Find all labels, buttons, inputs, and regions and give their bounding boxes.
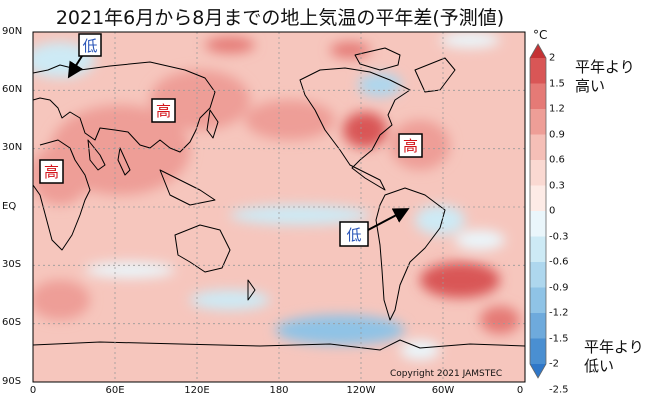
arrow-low-arctic [67, 55, 84, 79]
colorbar-segment [530, 44, 546, 58]
lat-label: EQ [2, 201, 17, 212]
legend-low-line1: 平年より [584, 338, 644, 356]
colorbar-tick-label: -0.3 [549, 231, 569, 242]
lat-label: 90N [2, 26, 23, 37]
colorbar-tick-label: 0 [549, 205, 556, 217]
colorbar-segment [530, 364, 546, 378]
colorbar-tick-label: 2 [549, 52, 556, 64]
map-title: 2021年6月から8月までの地上気温の平年差(予測値) [55, 7, 505, 29]
colorbar-segment [530, 211, 546, 237]
colorbar-segment [530, 236, 546, 263]
legend-low-label: 平年より 低い [584, 338, 644, 376]
annotation-low-arctic: 低 [78, 33, 102, 57]
colorbar-segment [530, 185, 546, 212]
colorbar [529, 43, 547, 379]
colorbar-tick-label: 0.9 [549, 129, 565, 140]
colorbar-tick-label: -1.2 [549, 307, 569, 319]
annotation-high-africa: 高 [39, 159, 64, 184]
colorbar-segment [530, 134, 546, 161]
colorbar-tick-label: -2 [549, 358, 559, 370]
arrow-low-southamerica [367, 208, 410, 231]
colorbar-tick-label: -0.6 [549, 256, 569, 268]
colorbar-segment [530, 160, 546, 186]
colorbar-segment [530, 58, 546, 84]
lon-label: 0 [29, 385, 37, 396]
colorbar-tick-label: -2.5 [549, 384, 569, 395]
colorbar-tick-label: 1.5 [549, 78, 565, 89]
annotation-high-asia: 高 [151, 98, 176, 123]
colorbar-segment [530, 287, 546, 314]
lon-label: 180 [269, 385, 289, 396]
colorbar-tick-label: 0.3 [549, 180, 565, 191]
annotation-label: 高 [403, 137, 418, 155]
legend-high-label: 平年より 高い [575, 58, 635, 96]
colorbar-tick-label: 1.2 [549, 103, 565, 115]
legend-low-line2: 低い [584, 357, 615, 375]
lon-label: 60E [105, 385, 125, 396]
legend-high-line2: 高い [575, 77, 606, 95]
colorbar-tick-label: -1.5 [549, 333, 569, 344]
annotation-label: 低 [346, 226, 361, 244]
annotation-high-namerica: 高 [398, 133, 423, 158]
lat-label: 30S [2, 259, 22, 270]
colorbar-segment [530, 313, 546, 339]
colorbar-unit: °C [533, 28, 548, 42]
lon-label: 120E [184, 385, 210, 396]
annotation-label: 高 [156, 102, 171, 120]
lat-label: 60N [2, 84, 23, 95]
lat-label: 90S [2, 376, 22, 387]
colorbar-segment [530, 83, 546, 110]
annotation-label: 低 [82, 37, 97, 55]
coastlines [33, 47, 525, 351]
lon-label: 60W [431, 385, 455, 396]
annotation-label: 高 [44, 163, 59, 181]
colorbar-tick-label: -0.9 [549, 282, 569, 293]
annotation-low-southamerica: 低 [339, 221, 369, 247]
map-frame [32, 31, 526, 383]
lon-label: 120W [346, 385, 376, 396]
lat-label: 60S [2, 317, 22, 328]
colorbar-segment [530, 262, 546, 288]
copyright: Copyright 2021 JAMSTEC [390, 369, 503, 379]
colorbar-segment [530, 338, 546, 365]
colorbar-outline [529, 43, 547, 379]
legend-high-line1: 平年より [575, 58, 635, 76]
lon-label: 0 [516, 385, 524, 396]
colorbar-tick-label: 0.6 [549, 154, 565, 166]
lat-label: 30N [2, 142, 23, 153]
colorbar-segment [530, 109, 546, 135]
graticule [33, 32, 525, 382]
